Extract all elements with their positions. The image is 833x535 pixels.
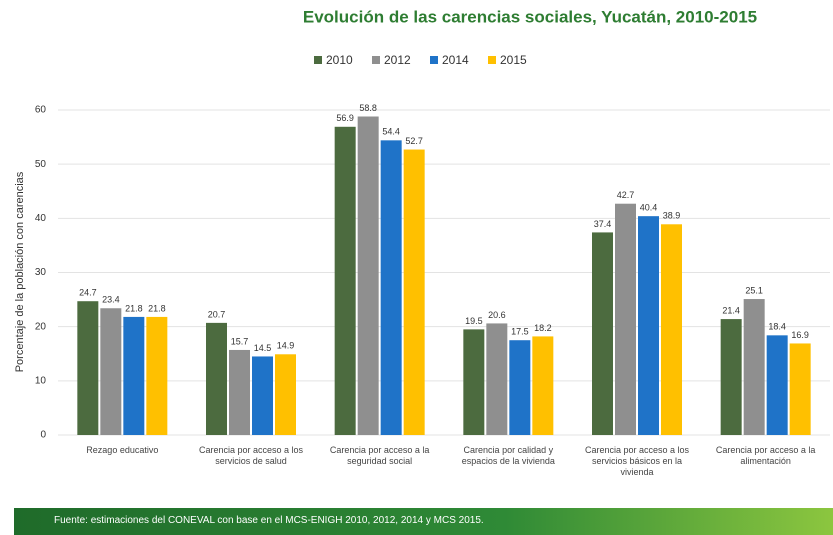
bar: [720, 319, 742, 435]
data-label: 37.4: [594, 219, 612, 229]
legend-swatch: [372, 56, 380, 64]
y-tick-label: 30: [35, 267, 47, 278]
bar: [146, 316, 168, 435]
data-label: 21.4: [722, 305, 740, 315]
bar: [357, 116, 379, 435]
data-label: 56.9: [336, 113, 354, 123]
data-label: 14.5: [254, 343, 272, 353]
bar: [509, 340, 531, 435]
data-label: 21.8: [148, 303, 166, 313]
bar: [592, 232, 613, 435]
bar: [275, 354, 296, 435]
y-tick-label: 10: [35, 375, 47, 386]
bar: [789, 343, 811, 435]
bar: [380, 140, 402, 436]
bar: [661, 224, 682, 435]
data-label: 19.5: [465, 316, 483, 326]
data-label: 24.7: [79, 288, 97, 298]
data-label: 52.7: [405, 136, 423, 146]
chart-title: Evolución de las carencias sociales, Yuc…: [303, 7, 757, 26]
bar: [252, 356, 273, 435]
x-tick-label: Carencia por acceso a los servicios de s…: [198, 445, 304, 466]
legend-swatch: [488, 56, 496, 64]
bar: [229, 349, 250, 435]
data-label: 18.2: [534, 323, 552, 333]
bar: [334, 126, 356, 436]
legend-swatch: [430, 56, 438, 64]
y-tick-label: 0: [40, 430, 46, 441]
data-label: 42.7: [617, 190, 635, 200]
x-tick-label: Carencia por acceso a los servicios bási…: [584, 445, 690, 477]
y-tick-label: 60: [35, 105, 47, 116]
bar: [206, 322, 227, 435]
data-label: 38.9: [663, 211, 681, 221]
y-tick-label: 50: [35, 159, 47, 170]
bar: [486, 323, 508, 435]
y-tick-label: 20: [35, 321, 47, 332]
bar: [638, 216, 659, 435]
bar: [615, 203, 636, 435]
bar: [743, 299, 765, 435]
source: Fuente: estimaciones del CONEVAL con bas…: [54, 515, 484, 526]
legend-label: 2012: [384, 53, 411, 67]
y-tick-label: 40: [35, 213, 47, 224]
legend-label: 2010: [326, 53, 353, 67]
bar: [77, 301, 99, 435]
data-label: 20.6: [488, 310, 506, 320]
data-label: 18.4: [768, 322, 786, 332]
legend-label: 2014: [442, 53, 469, 67]
data-label: 15.7: [231, 336, 249, 346]
legend-swatch: [314, 56, 322, 64]
x-tick-label: Carencia por acceso a la alimentación: [715, 445, 816, 466]
data-label: 40.4: [640, 203, 658, 213]
bar: [123, 316, 145, 435]
data-label: 25.1: [745, 285, 763, 295]
data-label: 21.8: [125, 303, 143, 313]
chart: Evolución de las carencias sociales, Yuc…: [14, 7, 830, 441]
data-label: 54.4: [382, 127, 400, 137]
x-tick-label: Rezago educativo: [86, 445, 159, 455]
data-label: 58.8: [359, 103, 377, 113]
data-label: 17.5: [511, 327, 529, 337]
x-tick-label: Carencia por acceso a la seguridad socia…: [329, 445, 430, 466]
bar: [463, 329, 485, 435]
bar: [532, 336, 554, 435]
data-label: 23.4: [102, 295, 120, 305]
bar: [403, 149, 425, 435]
bar: [100, 308, 122, 435]
data-label: 16.9: [791, 330, 809, 340]
data-label: 14.9: [277, 341, 295, 351]
footer: Fuente: estimaciones del CONEVAL con bas…: [14, 508, 833, 535]
x-tick-label: Carencia por calidad y espacios de la vi…: [461, 445, 555, 466]
legend-label: 2015: [500, 53, 527, 67]
bar: [766, 335, 788, 435]
y-axis-label: Porcentaje de la población con carencias: [14, 171, 26, 372]
data-label: 20.7: [208, 309, 226, 319]
